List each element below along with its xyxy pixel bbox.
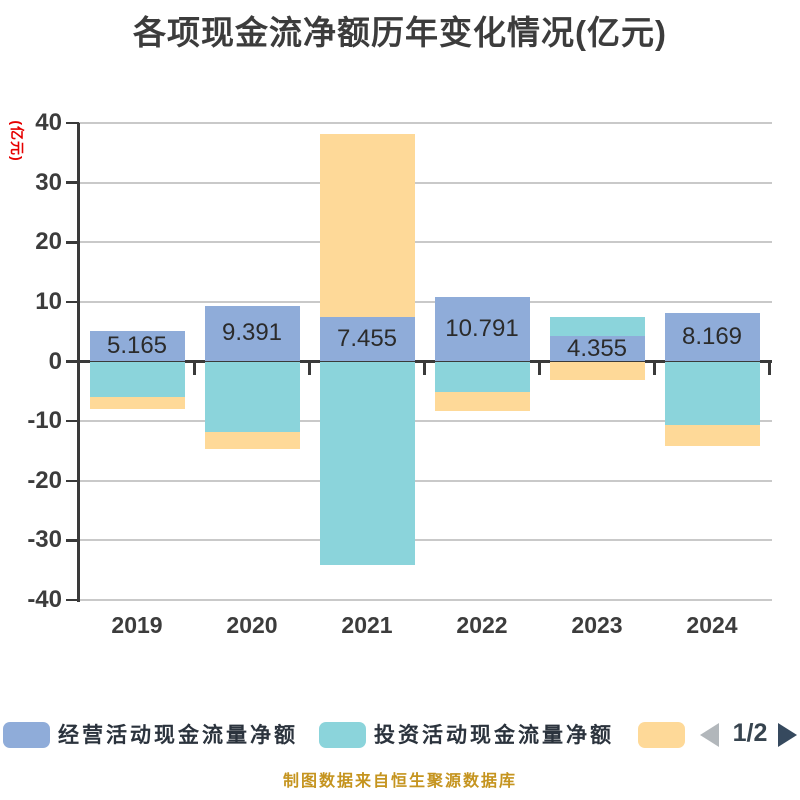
bar-value-label: 10.791: [445, 315, 519, 343]
bar-segment-2024-s2: [664, 425, 760, 447]
y-axis-tick: [66, 360, 79, 363]
legend-label-investing[interactable]: 投资活动现金流量净额: [374, 724, 614, 747]
y-axis-label: 30: [35, 168, 62, 196]
y-axis-label: -10: [27, 407, 62, 435]
gridline: [78, 300, 772, 303]
x-axis-label: 2021: [341, 612, 393, 638]
bar-segment-2021-s2: [319, 134, 415, 318]
gridline: [78, 420, 772, 423]
bar-value-label: 7.455: [336, 325, 398, 353]
y-axis-tick: [66, 539, 79, 542]
x-axis-tick: [768, 361, 771, 375]
bar-segment-2020-s0: [204, 305, 300, 362]
y-axis-label: 10: [35, 287, 62, 315]
bar-segment-2022-s1: [434, 361, 530, 392]
bar-segment-2021-s1: [319, 361, 415, 565]
bar-value-label: 8.169: [681, 323, 743, 351]
bar-segment-2020-s1: [204, 361, 300, 432]
bar-segment-2022-s0: [434, 297, 530, 362]
bar-segment-2019-s1: [89, 361, 185, 397]
gridline: [78, 539, 772, 542]
x-axis-label: 2022: [456, 612, 508, 638]
legend-swatch-operating[interactable]: [3, 722, 50, 748]
x-axis-tick: [653, 361, 656, 375]
x-axis-label: 2023: [571, 612, 623, 638]
bar-segment-2019-s2: [89, 396, 185, 410]
y-axis-label: 0: [48, 347, 62, 375]
x-axis-label: 2019: [111, 612, 163, 638]
x-axis-label: 2020: [226, 612, 278, 638]
bar-segment-2019-s0: [89, 330, 185, 362]
y-axis-label: 20: [35, 228, 62, 256]
bar-value-label: 9.391: [221, 319, 283, 347]
y-axis-label: -20: [27, 466, 62, 494]
bar-value-label: 4.355: [566, 334, 628, 362]
legend-next-arrow-icon[interactable]: [778, 723, 797, 747]
data-source-caption: 制图数据来自恒生聚源数据库: [282, 773, 517, 790]
gridline: [78, 122, 772, 124]
y-axis-tick: [66, 479, 79, 482]
x-axis-tick: [423, 361, 426, 375]
bar-segment-2023-s0: [549, 335, 645, 362]
bar-segment-2020-s2: [204, 431, 300, 450]
y-axis-tick: [66, 181, 79, 184]
gridline: [78, 599, 772, 601]
legend-swatch-series3[interactable]: [638, 722, 685, 748]
y-axis-tick: [66, 241, 79, 244]
x-axis-tick: [308, 361, 311, 375]
y-axis-tick: [66, 121, 79, 125]
gridline: [78, 479, 772, 482]
y-axis-label: 40: [35, 109, 62, 136]
x-axis-label: 2024: [686, 612, 738, 638]
x-axis-tick: [193, 361, 196, 375]
legend-prev-arrow-icon[interactable]: [700, 723, 719, 747]
y-axis-tick: [66, 598, 79, 602]
bar-value-label: 5.165: [106, 332, 168, 360]
bar-segment-2024-s0: [664, 312, 760, 362]
gridline: [78, 181, 772, 184]
y-axis-tick: [66, 419, 79, 423]
chart-title: 各项现金流净额历年变化情况(亿元): [133, 14, 667, 51]
legend-swatch-investing[interactable]: [319, 722, 366, 748]
legend-page-indicator: 1/2: [732, 719, 768, 747]
legend-label-operating[interactable]: 经营活动现金流量净额: [58, 724, 298, 747]
y-axis-label: -30: [27, 526, 62, 554]
x-axis-tick: [538, 361, 541, 375]
y-axis-label: -40: [27, 586, 62, 613]
bar-segment-2024-s1: [664, 361, 760, 426]
gridline: [78, 241, 772, 244]
bar-segment-2022-s2: [434, 391, 530, 411]
bar-segment-2023-s1: [549, 317, 645, 336]
y-axis-tick: [66, 300, 79, 304]
bar-segment-2021-s0: [319, 317, 415, 362]
bar-segment-2023-s2: [549, 361, 645, 380]
